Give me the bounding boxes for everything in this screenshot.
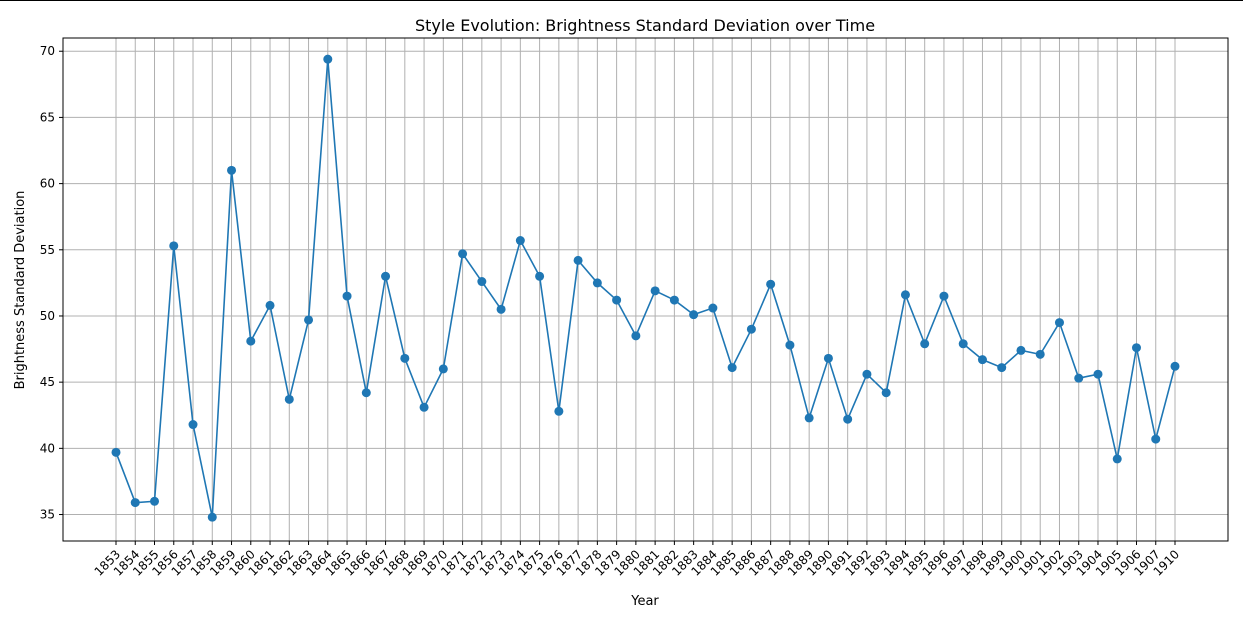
data-point bbox=[342, 291, 352, 301]
data-point bbox=[130, 498, 140, 508]
x-axis-title: Year bbox=[630, 594, 659, 609]
series-line-group bbox=[111, 54, 1180, 522]
data-point bbox=[1170, 361, 1180, 371]
data-point bbox=[323, 54, 333, 64]
data-point bbox=[1093, 369, 1103, 379]
data-point bbox=[150, 496, 160, 506]
data-point bbox=[265, 300, 275, 310]
y-tick-label: 35 bbox=[40, 508, 55, 522]
data-point bbox=[227, 165, 237, 175]
data-point bbox=[977, 355, 987, 365]
data-point bbox=[997, 363, 1007, 373]
top-border bbox=[0, 0, 1243, 1]
data-point bbox=[438, 364, 448, 374]
data-point bbox=[188, 420, 198, 430]
grid bbox=[63, 38, 1228, 541]
data-point bbox=[592, 278, 602, 288]
data-point bbox=[881, 388, 891, 398]
data-point bbox=[669, 295, 679, 305]
chart-title: Style Evolution: Brightness Standard Dev… bbox=[415, 16, 875, 35]
data-point bbox=[169, 241, 179, 251]
data-point bbox=[1054, 318, 1064, 328]
y-tick-label: 55 bbox=[40, 243, 55, 257]
data-point bbox=[708, 303, 718, 313]
y-axis: 35 40 45 50 55 60 65 70 bbox=[40, 44, 63, 522]
data-point bbox=[1131, 343, 1141, 353]
y-tick-label: 60 bbox=[40, 177, 55, 191]
data-point bbox=[458, 249, 468, 259]
data-point bbox=[631, 331, 641, 341]
data-point bbox=[958, 339, 968, 349]
data-point bbox=[1035, 349, 1045, 359]
data-point bbox=[535, 271, 545, 281]
plot-frame bbox=[62, 37, 1229, 542]
data-point bbox=[766, 279, 776, 289]
data-point bbox=[496, 304, 506, 314]
data-point bbox=[843, 414, 853, 424]
data-point bbox=[939, 291, 949, 301]
y-axis-title: Brightness Standard Deviation bbox=[13, 191, 28, 390]
data-point bbox=[207, 512, 217, 522]
data-point bbox=[515, 236, 525, 246]
data-point bbox=[804, 413, 814, 423]
data-point bbox=[689, 310, 699, 320]
data-point bbox=[361, 388, 371, 398]
data-point bbox=[612, 295, 622, 305]
data-point bbox=[1151, 434, 1161, 444]
data-point bbox=[727, 363, 737, 373]
y-tick-label: 45 bbox=[40, 375, 55, 389]
data-point bbox=[284, 394, 294, 404]
x-axis: 1853185418551856185718581859186018611862… bbox=[92, 541, 1182, 579]
data-point bbox=[419, 402, 429, 412]
data-point bbox=[746, 324, 756, 334]
data-point bbox=[304, 315, 314, 325]
data-point bbox=[554, 406, 564, 416]
data-point bbox=[477, 277, 487, 287]
data-point bbox=[862, 369, 872, 379]
data-point bbox=[900, 290, 910, 300]
y-tick-label: 65 bbox=[40, 110, 55, 124]
y-tick-label: 50 bbox=[40, 309, 55, 323]
data-point bbox=[1074, 373, 1084, 383]
data-point bbox=[650, 286, 660, 296]
y-tick-label: 40 bbox=[40, 441, 55, 455]
data-point bbox=[381, 271, 391, 281]
data-point bbox=[1016, 345, 1026, 355]
data-point bbox=[920, 339, 930, 349]
data-point bbox=[246, 336, 256, 346]
data-point bbox=[400, 353, 410, 363]
data-point bbox=[573, 255, 583, 265]
data-point bbox=[1112, 454, 1122, 464]
data-point bbox=[823, 353, 833, 363]
data-point bbox=[785, 340, 795, 350]
y-tick-label: 70 bbox=[40, 44, 55, 58]
data-point bbox=[111, 447, 121, 457]
